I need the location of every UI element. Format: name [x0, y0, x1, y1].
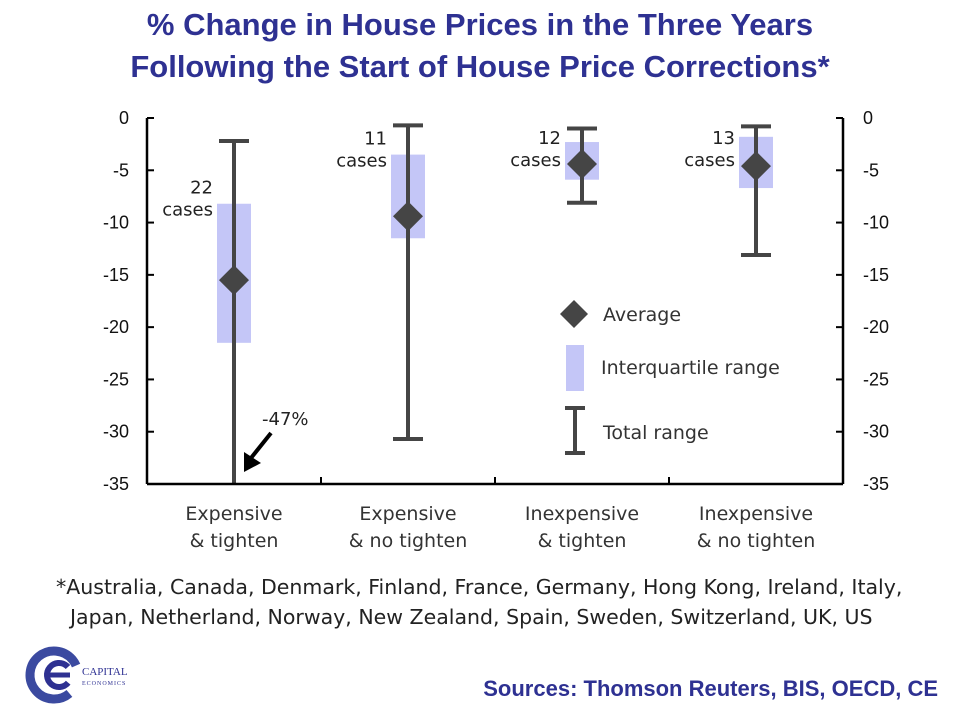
cases-count-2: 11: [364, 129, 387, 150]
y-tick-label-right: -35: [863, 474, 889, 494]
legend-iqr-label: Interquartile range: [601, 357, 780, 379]
cases-count-4: 13: [712, 128, 735, 149]
category-label-1-line-1: Expensive: [185, 503, 282, 525]
legend-iqr-swatch: [566, 345, 584, 391]
y-tick-label-right: -5: [863, 160, 879, 180]
average-marker-4: [741, 151, 771, 182]
y-tick-label-right: -15: [863, 265, 889, 285]
average-marker-1: [219, 265, 249, 296]
y-tick-label-left: -10: [103, 213, 129, 233]
average-marker-2: [393, 201, 423, 232]
sources-note: Sources: Thomson Reuters, BIS, OECD, CE: [483, 676, 938, 701]
category-label-2-line-1: Expensive: [359, 503, 456, 525]
average-marker-3: [567, 149, 597, 180]
y-tick-label-left: -20: [103, 317, 129, 337]
category-label-3-line-1: Inexpensive: [525, 503, 639, 525]
annotation-arrow-head: [244, 452, 261, 472]
category-label-4-line-1: Inexpensive: [699, 503, 813, 525]
y-tick-label-left: -5: [113, 160, 129, 180]
y-tick-label-left: 0: [119, 108, 129, 128]
cases-label-4: cases: [684, 150, 735, 171]
category-label-2-line-2: & no tighten: [349, 530, 468, 552]
category-label-1-line-2: & tighten: [190, 530, 279, 552]
footnote-line-2: Japan, Netherland, Norway, New Zealand, …: [70, 605, 873, 629]
legend-range-label: Total range: [602, 422, 709, 444]
footnote: *Australia, Canada, Denmark, Finland, Fr…: [56, 572, 936, 632]
capital-economics-logo: CAPITAL ECONOMICS: [25, 646, 128, 704]
cases-label-1: cases: [162, 200, 213, 221]
logo-text-capital: CAPITAL: [82, 666, 128, 678]
y-tick-label-left: -35: [103, 474, 129, 494]
cases-count-1: 22: [190, 178, 213, 199]
legend-average-marker: [560, 300, 588, 328]
chart-title: % Change in House Prices in the Three Ye…: [0, 4, 960, 88]
y-tick-label-right: -25: [863, 369, 889, 389]
chart-title-line-2: Following the Start of House Price Corre…: [130, 49, 830, 84]
y-tick-label-left: -15: [103, 265, 129, 285]
chart-title-line-1: % Change in House Prices in the Three Ye…: [146, 7, 814, 42]
y-tick-label-left: -30: [103, 422, 129, 442]
chart-plot: 0 0 -5 -5 -10 -10 -15 -15 -20 -20 -25 -25 -30 -30 -35 -…: [103, 108, 889, 552]
logo-text-economics: ECONOMICS: [82, 681, 126, 687]
annotation-arrow-shaft: [249, 431, 273, 460]
y-tick-label-right: -10: [863, 213, 889, 233]
cases-label-3: cases: [510, 150, 561, 171]
category-label-3-line-2: & tighten: [538, 530, 627, 552]
category-label-4-line-2: & no tighten: [697, 530, 816, 552]
y-tick-label-right: -20: [863, 317, 889, 337]
cases-label-2: cases: [336, 151, 387, 172]
y-tick-label-right: 0: [863, 108, 873, 128]
cases-count-3: 12: [538, 128, 561, 149]
legend-average-label: Average: [603, 304, 681, 326]
y-tick-label-right: -30: [863, 422, 889, 442]
footnote-line-1: *Australia, Canada, Denmark, Finland, Fr…: [56, 575, 903, 599]
y-tick-label-left: -25: [103, 369, 129, 389]
annotation-label: -47%: [262, 409, 309, 430]
